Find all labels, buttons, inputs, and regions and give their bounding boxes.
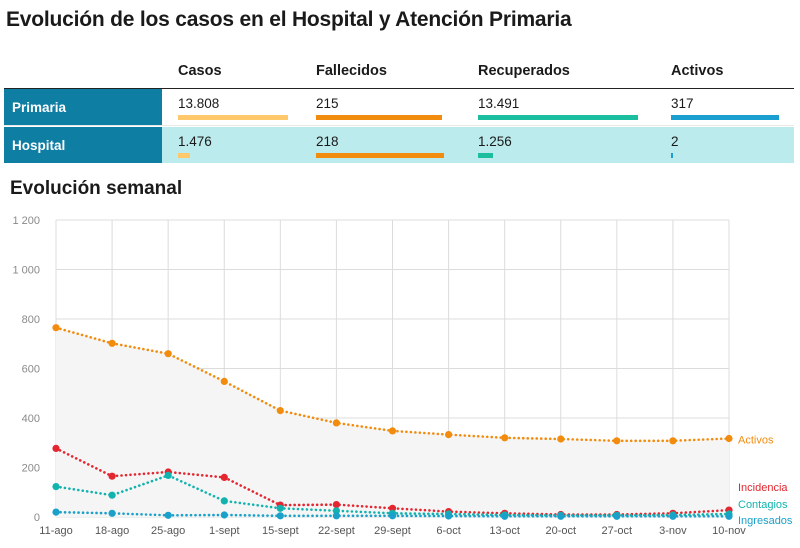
x-tick-label: 15-sept bbox=[262, 525, 299, 537]
data-point-activos bbox=[557, 435, 565, 443]
x-tick-label: 18-ago bbox=[95, 525, 129, 537]
value-hospital-activos: 2 bbox=[671, 134, 679, 149]
y-tick-label: 200 bbox=[22, 463, 40, 475]
table-row-hospital: Hospital 1.476 218 1.256 2 bbox=[4, 127, 794, 163]
data-point-incidencia bbox=[52, 444, 60, 452]
value-primaria-casos: 13.808 bbox=[178, 96, 220, 111]
data-point-activos bbox=[332, 419, 340, 427]
data-point-activos bbox=[52, 324, 60, 332]
series-label-incidencia: Incidencia bbox=[738, 482, 788, 494]
series-label-contagios: Contagios bbox=[738, 499, 788, 511]
y-tick-label: 0 bbox=[34, 512, 40, 524]
bar-hospital-activos bbox=[671, 153, 673, 158]
data-point-activos bbox=[501, 434, 509, 442]
data-point-incidencia bbox=[220, 473, 228, 481]
bar-hospital-casos bbox=[178, 153, 190, 158]
series-area-activos bbox=[56, 327, 729, 517]
x-tick-label: 1-sept bbox=[209, 525, 240, 537]
x-tick-label: 22-sept bbox=[318, 525, 355, 537]
y-tick-label: 400 bbox=[22, 413, 40, 425]
page-title: Evolución de los casos en el Hospital y … bbox=[6, 8, 572, 31]
header-recuperados: Recuperados bbox=[478, 63, 570, 79]
header-casos: Casos bbox=[178, 63, 222, 79]
data-point-activos bbox=[108, 339, 116, 347]
value-hospital-casos: 1.476 bbox=[178, 134, 212, 149]
row-label-primaria: Primaria bbox=[4, 89, 162, 125]
data-point-activos bbox=[388, 427, 397, 435]
x-tick-label: 29-sept bbox=[374, 525, 411, 537]
x-tick-label: 25-ago bbox=[151, 525, 185, 537]
chart-points-layer bbox=[52, 324, 733, 520]
bar-primaria-activos bbox=[671, 115, 779, 120]
value-hospital-fallecidos: 218 bbox=[316, 134, 339, 149]
chart-labels-layer: 0 200 400 600 800 1 000 1 200 11-ago 18-ago 25-ag… bbox=[12, 215, 792, 537]
data-point-incidencia bbox=[108, 472, 116, 480]
data-point-ingresados bbox=[445, 512, 453, 520]
y-tick-label: 1 200 bbox=[12, 215, 40, 227]
data-point-ingresados bbox=[332, 512, 340, 520]
data-point-activos bbox=[725, 434, 733, 443]
header-activos: Activos bbox=[671, 63, 724, 79]
value-primaria-recuperados: 13.491 bbox=[478, 96, 520, 111]
header-fallecidos: Fallecidos bbox=[316, 63, 387, 79]
y-tick-label: 1 000 bbox=[12, 265, 40, 277]
x-tick-label: 27-oct bbox=[602, 525, 633, 537]
data-point-ingresados bbox=[613, 512, 621, 520]
series-label-ingresados: Ingresados bbox=[738, 515, 793, 527]
x-tick-label: 11-ago bbox=[39, 525, 72, 537]
value-hospital-recuperados: 1.256 bbox=[478, 134, 512, 149]
data-point-activos bbox=[669, 437, 677, 445]
data-point-incidencia bbox=[388, 504, 397, 512]
table-header-row: Casos Fallecidos Recuperados Activos bbox=[4, 54, 794, 89]
x-tick-label: 20-oct bbox=[545, 525, 576, 537]
bar-primaria-recuperados bbox=[478, 115, 638, 120]
data-point-activos bbox=[220, 377, 228, 385]
chart-area-layer bbox=[56, 327, 729, 517]
x-tick-label: 6-oct bbox=[436, 525, 460, 537]
row-label-hospital: Hospital bbox=[4, 127, 162, 163]
data-point-ingresados bbox=[669, 512, 677, 520]
data-point-activos bbox=[445, 431, 453, 439]
chart-title: Evolución semanal bbox=[10, 178, 183, 199]
series-label-activos: Activos bbox=[738, 435, 774, 447]
data-point-contagios bbox=[164, 471, 172, 479]
data-point-contagios bbox=[220, 497, 228, 505]
x-tick-label: 10-nov bbox=[712, 525, 746, 537]
data-point-contagios bbox=[332, 507, 340, 515]
data-point-ingresados bbox=[108, 509, 116, 517]
x-tick-label: 3-nov bbox=[659, 525, 687, 537]
bar-primaria-fallecidos bbox=[316, 115, 443, 120]
value-primaria-activos: 317 bbox=[671, 96, 694, 111]
y-tick-label: 600 bbox=[22, 364, 40, 376]
bar-hospital-fallecidos bbox=[316, 153, 444, 158]
table-row-primaria: Primaria 13.808 215 13.491 317 bbox=[4, 89, 794, 126]
data-point-ingresados bbox=[557, 512, 565, 520]
data-point-ingresados bbox=[164, 511, 172, 519]
value-primaria-fallecidos: 215 bbox=[316, 96, 339, 111]
data-point-ingresados bbox=[52, 508, 60, 516]
data-point-incidencia bbox=[332, 501, 340, 509]
data-point-ingresados bbox=[388, 512, 397, 520]
data-point-activos bbox=[613, 437, 621, 445]
data-point-ingresados bbox=[220, 511, 228, 519]
data-point-activos bbox=[164, 350, 172, 358]
data-point-contagios bbox=[276, 504, 284, 512]
data-point-activos bbox=[276, 407, 284, 415]
data-point-ingresados bbox=[276, 512, 284, 520]
x-tick-label: 13-oct bbox=[489, 525, 520, 537]
bar-hospital-recuperados bbox=[478, 153, 493, 158]
data-point-contagios bbox=[52, 483, 60, 491]
data-point-ingresados bbox=[725, 512, 733, 520]
data-point-contagios bbox=[108, 491, 116, 499]
summary-table: Casos Fallecidos Recuperados Activos Pri… bbox=[4, 54, 794, 163]
bar-primaria-casos bbox=[178, 115, 288, 120]
data-point-ingresados bbox=[501, 512, 509, 520]
weekly-evolution-chart: 0 200 400 600 800 1 000 1 200 11-ago 18-ago 25-ag… bbox=[12, 215, 792, 537]
y-tick-label: 800 bbox=[22, 314, 40, 326]
